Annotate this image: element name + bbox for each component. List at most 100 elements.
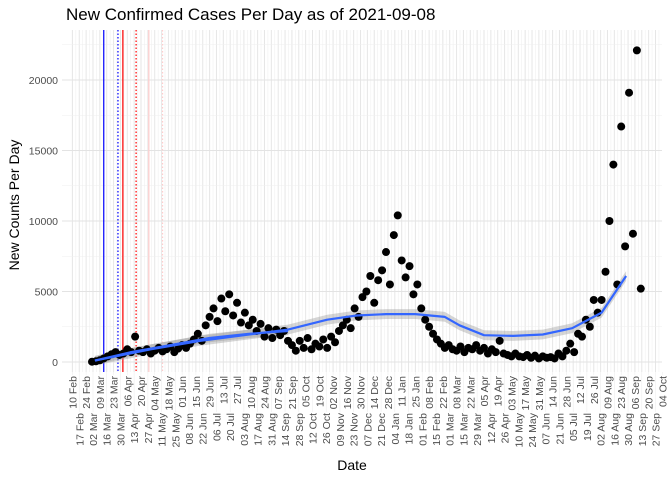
data-point — [578, 332, 586, 341]
data-point — [225, 290, 234, 299]
data-point — [385, 280, 394, 289]
x-tick-label: 06 Jul — [211, 413, 223, 441]
data-point — [605, 217, 614, 225]
y-axis-ticks: 0 5000 10000 15000 20000 — [29, 75, 58, 369]
x-tick-label: 06 Sep — [630, 376, 642, 409]
data-point — [417, 304, 426, 313]
data-point — [217, 294, 226, 303]
x-tick-label: 29 Mar — [472, 413, 484, 446]
data-point — [233, 298, 242, 307]
data-point — [315, 342, 324, 351]
data-point — [589, 295, 598, 304]
x-tick-label: 15 Mar — [458, 413, 470, 446]
data-point — [378, 266, 387, 275]
y-tick-label: 15000 — [29, 146, 58, 158]
x-tick-label: 10 May — [513, 412, 525, 447]
x-tick-label: 22 Mar — [465, 376, 477, 409]
data-point — [291, 346, 300, 355]
data-point — [456, 342, 465, 351]
data-point — [585, 322, 594, 331]
data-point — [566, 339, 575, 348]
y-tick-label: 10000 — [29, 216, 58, 228]
x-tick-label: 17 May — [520, 375, 532, 410]
data-point — [346, 324, 355, 333]
data-point — [405, 262, 414, 271]
x-tick-label: 07 Sep — [273, 376, 285, 409]
data-point — [401, 273, 410, 282]
smooth-lines — [94, 275, 628, 362]
x-tick-label: 11 May — [157, 412, 169, 446]
x-tick-label: 27 Sep — [651, 413, 663, 446]
x-tick-label: 26 Jul — [589, 376, 601, 404]
data-point — [491, 348, 500, 357]
x-tick-label: 08 Mar — [452, 376, 464, 409]
data-point — [558, 352, 567, 361]
data-point — [256, 319, 265, 328]
data-point — [193, 329, 202, 338]
data-point — [244, 321, 253, 330]
data-point — [421, 315, 430, 324]
x-tick-label: 08 Feb — [424, 376, 436, 409]
data-point — [562, 346, 571, 355]
x-tick-label: 25 Jan — [410, 376, 422, 408]
data-point — [632, 46, 641, 55]
x-tick-label: 08 Jun — [184, 413, 196, 445]
data-point — [201, 321, 210, 330]
data-point — [334, 326, 343, 335]
x-tick-label: 10 Feb — [67, 376, 79, 409]
data-point — [636, 284, 645, 293]
x-tick-label: 04 Jan — [390, 413, 402, 445]
x-tick-label: 18 May — [163, 375, 175, 410]
data-point — [570, 348, 579, 357]
data-point — [617, 122, 626, 131]
data-point — [221, 307, 230, 316]
data-point — [621, 242, 630, 251]
x-tick-label: 27 Jul — [232, 376, 244, 404]
x-tick-label: 13 Apr — [129, 412, 141, 443]
x-axis-title: Date — [337, 457, 367, 473]
data-point — [472, 341, 481, 350]
y-axis-title: New Counts Per Day — [6, 140, 22, 271]
x-tick-label: 31 Aug — [266, 413, 278, 446]
x-tick-label: 19 Jul — [582, 413, 594, 441]
reference-lines — [103, 30, 164, 372]
y-tick-label: 0 — [52, 357, 58, 369]
data-point — [299, 343, 308, 352]
data-point — [209, 304, 218, 313]
x-tick-label: 14 Jun — [548, 376, 560, 408]
data-point — [295, 336, 304, 345]
x-tick-label: 09 Nov — [335, 412, 347, 446]
x-tick-label: 14 Sep — [280, 413, 292, 446]
data-point — [495, 336, 504, 345]
x-tick-label: 14 Dec — [369, 376, 381, 409]
data-point — [240, 308, 249, 317]
data-point — [338, 321, 347, 330]
x-tick-label: 30 Aug — [623, 413, 635, 446]
x-tick-label: 23 Mar — [109, 376, 121, 409]
x-tick-label: 04 May — [150, 375, 162, 410]
x-tick-label: 12 Oct — [308, 413, 320, 444]
data-point — [597, 295, 606, 304]
x-tick-label: 02 Nov — [328, 375, 340, 409]
x-tick-label: 16 Mar — [102, 413, 114, 446]
data-point — [319, 335, 328, 344]
x-tick-label: 30 Mar — [115, 413, 127, 446]
x-tick-label: 26 Apr — [500, 412, 512, 443]
x-tick-label: 06 Apr — [122, 375, 134, 406]
data-point — [354, 312, 363, 321]
data-point — [628, 229, 637, 238]
x-tick-label: 21 Dec — [376, 413, 388, 446]
x-tick-label: 05 Oct — [301, 376, 313, 407]
x-tick-label: 30 Nov — [356, 375, 368, 409]
data-point — [323, 343, 332, 352]
x-tick-label: 12 Apr — [486, 412, 498, 443]
y-tick-label: 20000 — [29, 75, 58, 87]
data-point — [358, 293, 367, 302]
x-tick-label: 18 Jan — [404, 413, 416, 445]
x-tick-label: 20 Sep — [644, 376, 656, 409]
data-point — [248, 315, 257, 324]
data-point — [425, 322, 434, 331]
x-tick-label: 12 Jul — [575, 376, 587, 404]
data-point — [609, 160, 618, 169]
